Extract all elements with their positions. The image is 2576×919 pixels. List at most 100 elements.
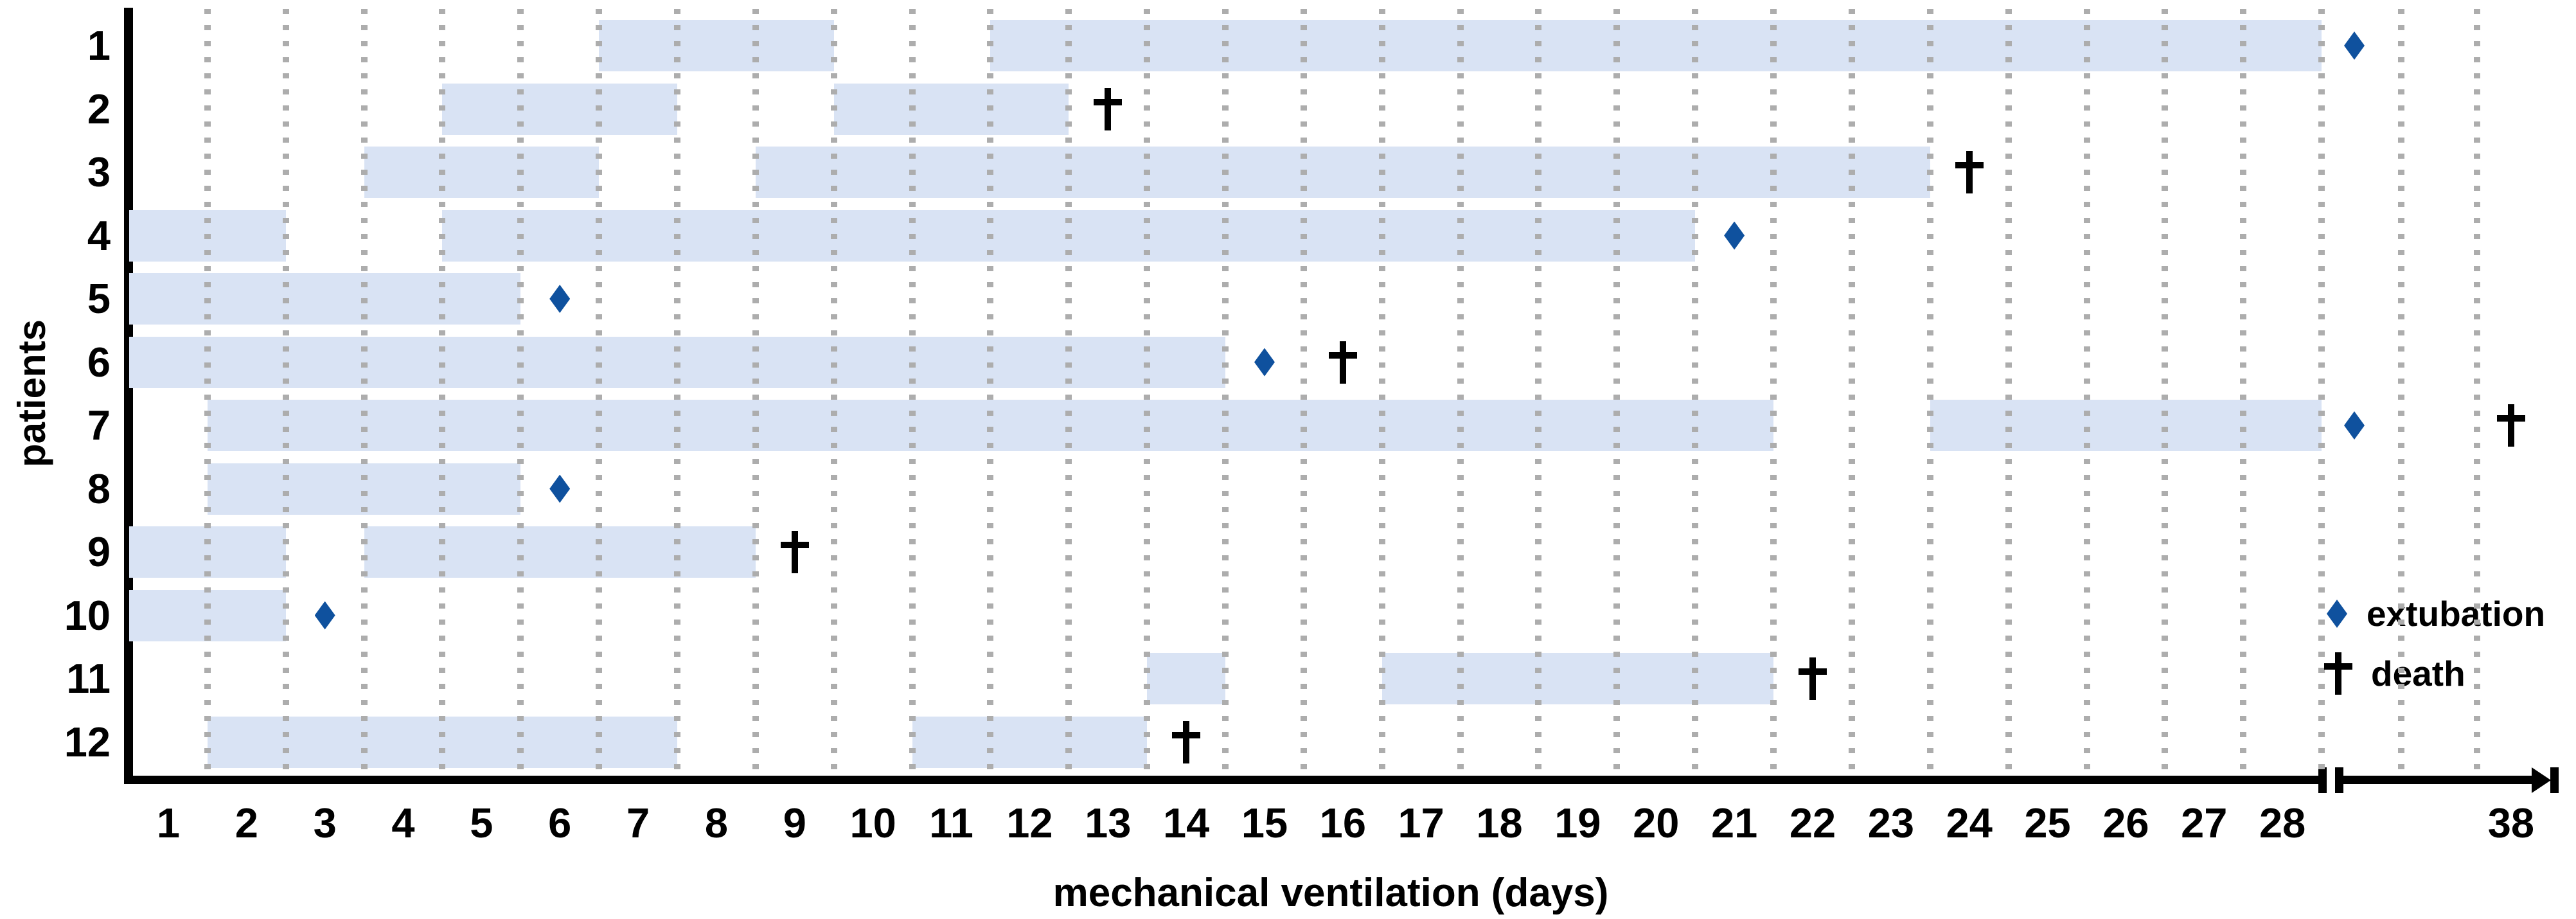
- gridline-day-16: [1378, 9, 1385, 775]
- x-tick-label-3: 3: [313, 799, 337, 846]
- ventilation-bar-p1-1: [599, 20, 834, 71]
- ventilation-bar-p7-2: [1930, 400, 2322, 451]
- gridline-day-28: [2318, 9, 2325, 775]
- gridline-day-19: [1613, 9, 1621, 775]
- x-tick-label-12: 12: [1006, 799, 1053, 846]
- gridline-day-26: [2162, 9, 2169, 775]
- x-tick-label-22: 22: [1789, 799, 1836, 846]
- y-tick-label-patient-8: 8: [87, 465, 111, 512]
- x-tick-label-2: 2: [235, 799, 258, 846]
- legend-death-marker-icon: [2324, 652, 2352, 695]
- y-tick-label-patient-9: 9: [87, 528, 111, 575]
- x-tick-label-28: 28: [2259, 799, 2306, 846]
- x-tick-label-18: 18: [1476, 799, 1523, 846]
- gridline-day-18: [1535, 9, 1542, 775]
- x-tick-label-5: 5: [470, 799, 493, 846]
- ventilation-bar-p11-1: [1147, 653, 1226, 704]
- y-tick-label-patient-2: 2: [87, 85, 111, 132]
- x-tick-label-16: 16: [1319, 799, 1366, 846]
- ventilation-bar-p3-1: [364, 147, 600, 198]
- x-tick-label-1: 1: [156, 799, 180, 846]
- x-tick-label-21: 21: [1710, 799, 1758, 846]
- y-tick-label-patient-12: 12: [64, 718, 111, 765]
- gridline-day-15: [1300, 9, 1307, 775]
- y-tick-label-patient-10: 10: [64, 591, 111, 639]
- x-axis-arrowhead-icon: [2532, 767, 2551, 793]
- ventilation-bar-p11-2: [1381, 653, 1774, 704]
- ventilation-bar-p1-2: [990, 20, 2322, 71]
- gridline-post-break-2: [2474, 9, 2480, 775]
- x-tick-label-7: 7: [626, 799, 650, 846]
- y-tick-label-patient-4: 4: [87, 211, 111, 259]
- extubation-marker-p8: [549, 474, 571, 503]
- ventilation-bar-p9-2: [364, 526, 756, 578]
- extubation-marker-p10: [314, 601, 335, 630]
- gridline-day-23: [1926, 9, 1933, 775]
- ventilation-bar-p12-2: [912, 716, 1148, 768]
- extubation-marker-p4: [1724, 221, 1745, 250]
- gridline-day-6: [596, 9, 603, 775]
- x-tick-label-23: 23: [1867, 799, 1914, 846]
- death-marker-p7: [2496, 404, 2525, 447]
- gridline-day-24: [2005, 9, 2012, 775]
- gridline-day-1: [204, 9, 211, 775]
- legend-death-label: death: [2371, 654, 2465, 693]
- x-tick-label-11: 11: [929, 799, 973, 846]
- ventilation-bar-p3-2: [755, 147, 1930, 198]
- x-tick-label-26: 26: [2102, 799, 2149, 846]
- y-tick-label-patient-5: 5: [87, 275, 111, 322]
- x-axis-line-main: [124, 776, 2322, 784]
- x-tick-label-38: 38: [2487, 799, 2535, 846]
- x-axis-line-post-break: [2339, 776, 2538, 784]
- death-marker-p2: [1094, 88, 1123, 130]
- gridline-day-8: [752, 9, 759, 775]
- gridline-day-7: [674, 9, 681, 775]
- ventilation-bar-p2-1: [442, 83, 678, 135]
- gridline-day-10: [909, 9, 916, 775]
- x-axis-end-tick: [2550, 767, 2559, 793]
- x-tick-label-4: 4: [391, 799, 415, 846]
- legend-extubation-label: extubation: [2367, 594, 2546, 634]
- gridline-day-17: [1457, 9, 1464, 775]
- gridline-day-13: [1144, 9, 1151, 775]
- ventilation-bar-p5-1: [129, 273, 521, 325]
- gridline-day-27: [2240, 9, 2247, 775]
- gridline-day-3: [360, 9, 368, 775]
- legend-extubation-marker-icon: [2327, 600, 2347, 628]
- ventilation-bar-p2-2: [833, 83, 1069, 135]
- x-tick-label-15: 15: [1241, 799, 1288, 846]
- x-tick-label-25: 25: [2024, 799, 2071, 846]
- gridline-day-5: [517, 9, 524, 775]
- x-tick-label-6: 6: [548, 799, 572, 846]
- gridline-day-2: [282, 9, 289, 775]
- x-tick-label-13: 13: [1085, 799, 1132, 846]
- gridline-day-22: [1848, 9, 1855, 775]
- gridline-day-12: [1065, 9, 1072, 775]
- y-tick-label-patient-7: 7: [87, 402, 111, 449]
- death-marker-p11: [1798, 657, 1827, 700]
- x-tick-label-27: 27: [2181, 799, 2228, 846]
- death-marker-p6: [1328, 341, 1357, 384]
- gridline-day-11: [987, 9, 994, 775]
- gridline-day-4: [439, 9, 446, 775]
- x-tick-label-14: 14: [1162, 799, 1210, 846]
- x-tick-label-24: 24: [1946, 799, 1993, 846]
- gridline-day-21: [1770, 9, 1777, 775]
- y-tick-label-patient-1: 1: [87, 22, 111, 69]
- death-marker-p12: [1172, 721, 1201, 763]
- x-tick-label-10: 10: [849, 799, 896, 846]
- y-tick-label-patient-3: 3: [87, 148, 111, 195]
- x-axis-title: mechanical ventilation (days): [1053, 871, 1609, 915]
- x-tick-label-19: 19: [1554, 799, 1601, 846]
- y-axis-line: [124, 8, 133, 784]
- gridline-post-break-1: [2398, 9, 2404, 775]
- gridline-day-20: [1692, 9, 1699, 775]
- x-tick-label-20: 20: [1633, 799, 1680, 846]
- extubation-marker-p5: [549, 285, 571, 313]
- gridline-day-25: [2083, 9, 2090, 775]
- extubation-marker-p6: [1254, 348, 1275, 377]
- x-tick-label-9: 9: [783, 799, 806, 846]
- x-tick-label-8: 8: [704, 799, 729, 846]
- gridline-day-9: [830, 9, 837, 775]
